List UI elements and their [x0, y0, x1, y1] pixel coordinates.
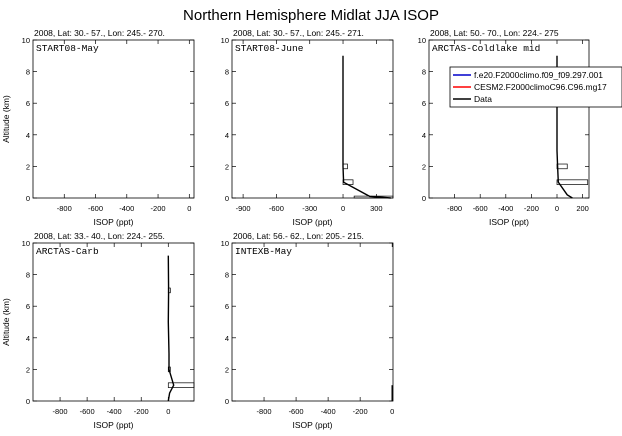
x-tick-label: -600 [289, 407, 304, 416]
x-tick-label: -400 [321, 407, 336, 416]
figure-title: Northern Hemisphere Midlat JJA ISOP [183, 7, 439, 24]
x-tick-label: -400 [498, 204, 513, 213]
x-tick-label: 0 [341, 204, 345, 213]
x-tick-label: 200 [576, 204, 589, 213]
y-tick-label: 10 [418, 36, 426, 45]
legend-frame [449, 66, 622, 108]
y-tick-label: 10 [221, 36, 229, 45]
y-tick-label: 4 [422, 131, 426, 140]
legend-label-0: f.e20.F2000climo.f09_f09.297.001 [474, 70, 603, 80]
y-tick-label: 2 [225, 365, 229, 374]
y-tick-label: 0 [422, 194, 426, 203]
campaign-label: START08-June [235, 43, 304, 54]
y-tick-label: 2 [26, 365, 30, 374]
campaign-label: START08-May [36, 43, 99, 54]
x-tick-label: -200 [151, 204, 166, 213]
y-tick-label: 4 [225, 131, 229, 140]
panel-header: 2008, Lat: 33.- 40., Lon: 224.- 255. [34, 231, 165, 241]
x-tick-label: -600 [80, 407, 95, 416]
y-tick-label: 8 [422, 68, 426, 77]
plot-frame [231, 39, 394, 199]
y-tick-label: 4 [225, 334, 229, 343]
data-range-box [167, 382, 195, 388]
plot-frame [32, 242, 195, 402]
y-tick-label: 2 [26, 162, 30, 171]
legend-label-1: CESM2.F2000climoC96.C96.mg17 [474, 82, 607, 92]
y-tick-label: 6 [422, 99, 426, 108]
x-tick-label: -400 [107, 407, 122, 416]
x-tick-label: 300 [370, 204, 383, 213]
campaign-label: ARCTAS-Coldlake mid [432, 43, 540, 54]
x-tick-label: -600 [269, 204, 284, 213]
x-tick-label: -600 [473, 204, 488, 213]
x-axis-label: ISOP (ppt) [94, 420, 134, 430]
series-line-data [167, 255, 175, 402]
y-tick-label: 10 [221, 239, 229, 248]
x-tick-label: -800 [53, 407, 68, 416]
x-tick-label: -400 [119, 204, 134, 213]
x-tick-label: 0 [187, 204, 191, 213]
x-tick-label: -800 [57, 204, 72, 213]
x-tick-label: 0 [555, 204, 559, 213]
panel-5: 2006, Lat: 56.- 62., Lon: 205.- 215. 0 2 4 6… [221, 231, 395, 430]
x-axis-label: ISOP (ppt) [94, 217, 134, 227]
legend-label-2: Data [474, 94, 492, 104]
plot-frame [32, 39, 195, 199]
x-tick-label: -300 [302, 204, 317, 213]
x-tick-label: -900 [236, 204, 251, 213]
series-line-data [342, 55, 391, 199]
y-tick-label: 0 [225, 194, 229, 203]
x-tick-label: -200 [524, 204, 539, 213]
panel-header: 2008, Lat: 30.- 57., Lon: 245.- 271. [233, 28, 364, 38]
y-tick-label: 6 [26, 302, 30, 311]
y-tick-label: 4 [26, 131, 30, 140]
y-tick-label: 8 [26, 271, 30, 280]
y-tick-label: 0 [26, 194, 30, 203]
y-tick-label: 4 [26, 334, 30, 343]
y-axis-label: Altitude (km) [1, 298, 11, 346]
x-axis-label: ISOP (ppt) [293, 217, 333, 227]
plot-frame [231, 242, 394, 402]
x-tick-label: -800 [257, 407, 272, 416]
x-tick-label: -200 [353, 407, 368, 416]
panel-3: 2008, Lat: 50.- 70., Lon: 224.- 275 0 2 4 6 8… [418, 28, 590, 227]
x-tick-label: 0 [390, 407, 394, 416]
x-tick-label: 0 [166, 407, 170, 416]
x-axis-label: ISOP (ppt) [293, 420, 333, 430]
y-tick-label: 6 [225, 99, 229, 108]
x-axis-label: ISOP (ppt) [489, 217, 529, 227]
y-tick-label: 2 [225, 162, 229, 171]
y-tick-label: 10 [22, 239, 30, 248]
y-axis-label: Altitude (km) [1, 95, 11, 143]
x-tick-label: -600 [88, 204, 103, 213]
panel-1: 2008, Lat: 30.- 57., Lon: 245.- 270. 0 2 4 6… [1, 28, 195, 227]
y-tick-label: 8 [26, 68, 30, 77]
panel-header: 2008, Lat: 30.- 57., Lon: 245.- 270. [34, 28, 165, 38]
panel-4: 2008, Lat: 33.- 40., Lon: 224.- 255. 0 2 4 6… [1, 231, 195, 430]
y-tick-label: 8 [225, 271, 229, 280]
y-tick-label: 6 [225, 302, 229, 311]
y-tick-label: 0 [26, 397, 30, 406]
plot-frame [428, 39, 590, 199]
y-tick-label: 2 [422, 162, 426, 171]
y-tick-label: 0 [225, 397, 229, 406]
data-range-box [556, 179, 589, 185]
y-tick-label: 8 [225, 68, 229, 77]
data-range-box [556, 163, 568, 170]
x-tick-label: -200 [134, 407, 149, 416]
y-tick-label: 6 [26, 99, 30, 108]
campaign-label: ARCTAS-Carb [36, 246, 99, 257]
x-tick-label: -800 [447, 204, 462, 213]
panel-header: 2008, Lat: 50.- 70., Lon: 224.- 275 [430, 28, 559, 38]
campaign-label: INTEXB-May [235, 246, 292, 257]
panel-2: 2008, Lat: 30.- 57., Lon: 245.- 271. 0 2 4 6… [221, 28, 394, 227]
panels: 2008, Lat: 30.- 57., Lon: 245.- 270. 0 2 4 6… [1, 28, 590, 430]
y-tick-label: 10 [22, 36, 30, 45]
panel-header: 2006, Lat: 56.- 62., Lon: 205.- 215. [233, 231, 364, 241]
legend: f.e20.F2000climo.f09_f09.297.001 CESM2.F… [449, 66, 622, 108]
